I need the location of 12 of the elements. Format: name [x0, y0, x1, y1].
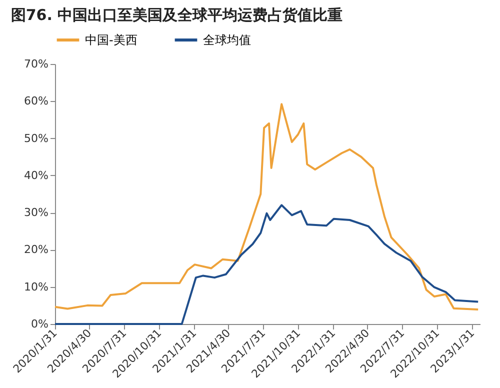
- y-tick-label: 30%: [24, 206, 48, 220]
- legend-label: 中国-美西: [85, 33, 138, 47]
- y-tick-label: 20%: [24, 243, 48, 256]
- y-tick-label: 10%: [24, 280, 48, 294]
- y-tick-label: 0%: [31, 318, 48, 330]
- y-tick-label: 60%: [24, 94, 48, 108]
- y-tick-label: 70%: [24, 58, 48, 70]
- legend-label: 全球均值: [203, 33, 251, 47]
- y-tick-label: 50%: [24, 132, 48, 145]
- y-tick-label: 40%: [24, 168, 48, 182]
- line-series: [54, 103, 480, 311]
- chart-title: 图76. 中国出口至美国及全球平均运费占货值比重: [10, 6, 343, 24]
